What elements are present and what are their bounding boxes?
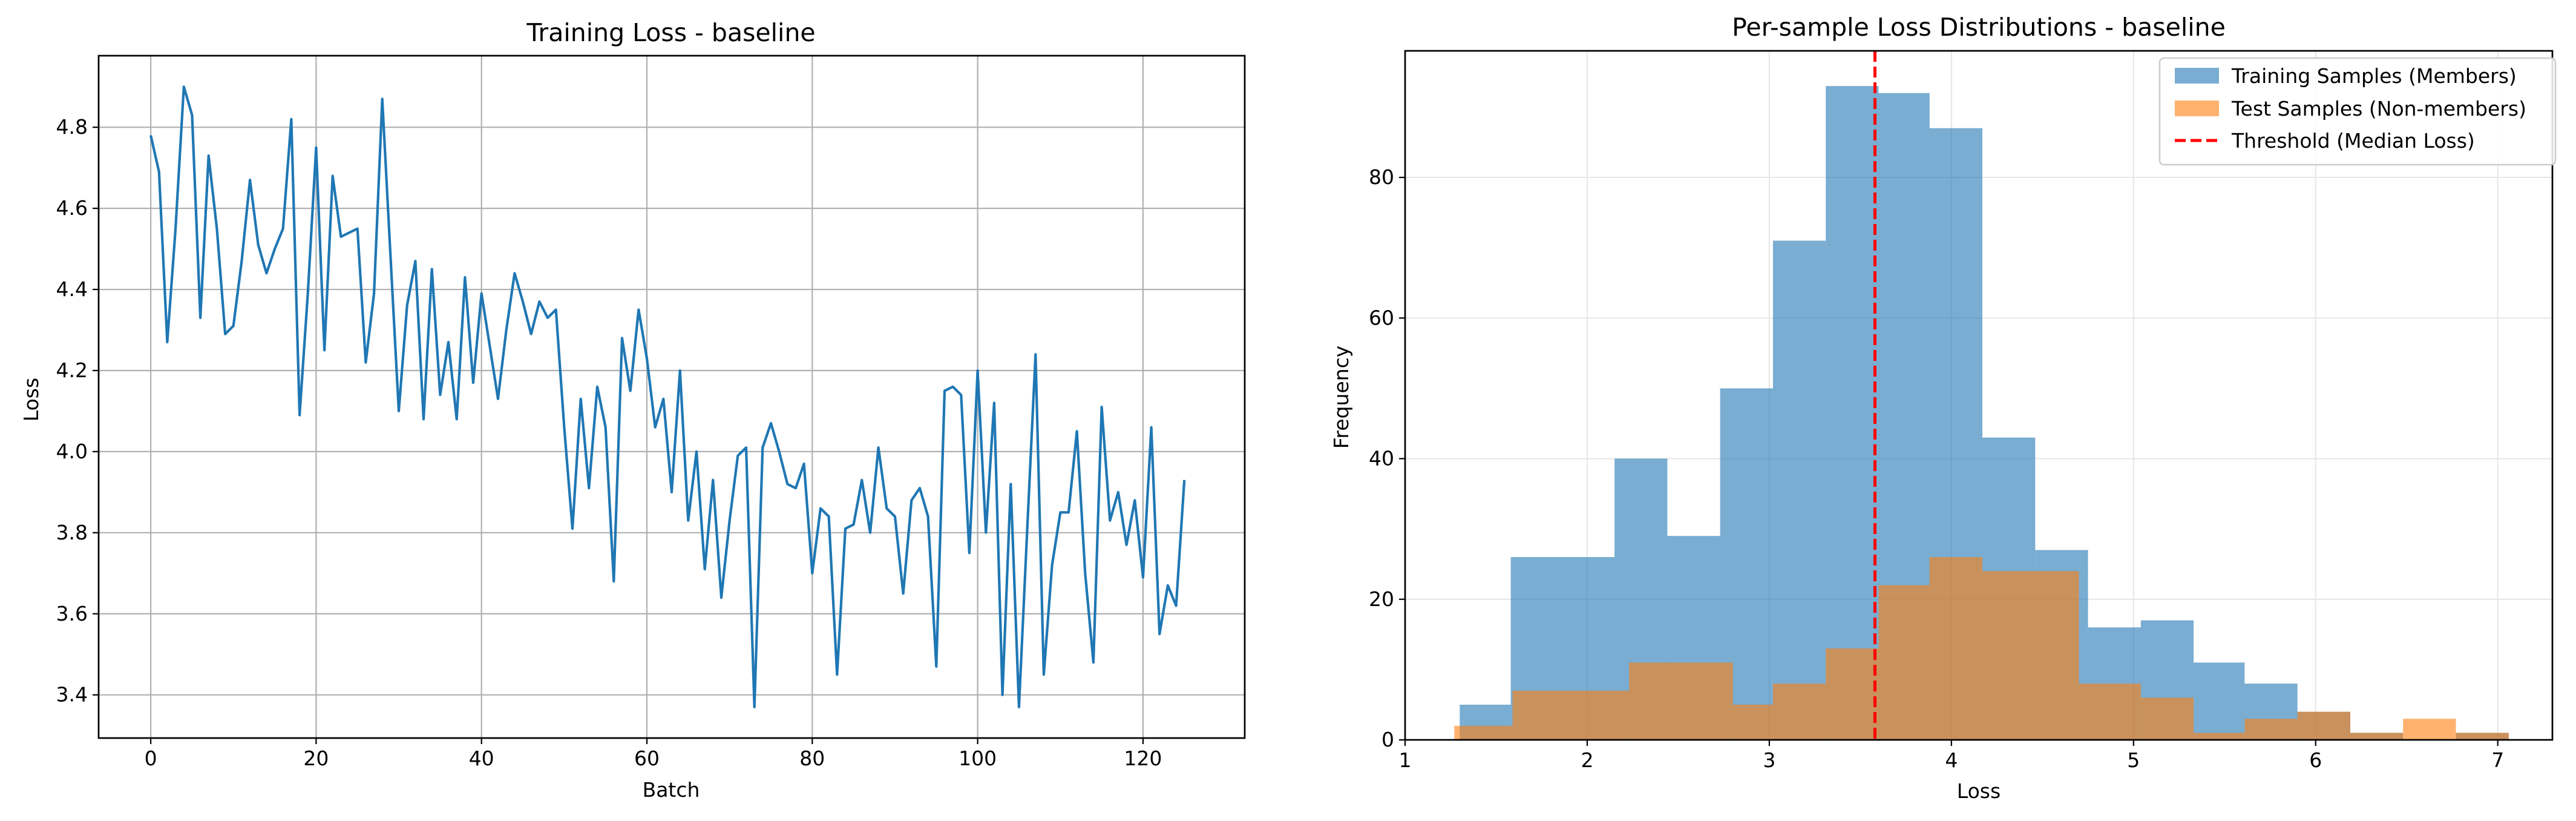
test-samples-bar	[1772, 684, 1826, 740]
training-loss-title: Training Loss - baseline	[526, 18, 815, 47]
training-loss-y-tick-label: 4.4	[56, 277, 88, 301]
training-loss-y-tick-label: 3.4	[56, 683, 88, 707]
training-loss-y-tick-label: 4.0	[56, 440, 88, 463]
loss-distribution-x-tick-label: 7	[2491, 748, 2504, 772]
test-samples-bar	[1512, 690, 1630, 740]
training-loss-x-tick-label: 20	[303, 747, 329, 770]
loss-distribution-x-axis-label: Loss	[1957, 779, 2001, 803]
legend-swatch-training	[2175, 68, 2219, 84]
legend-swatch-test	[2175, 101, 2219, 116]
test-samples-bar	[2350, 733, 2404, 740]
loss-distribution-x-tick-label: 4	[1945, 748, 1958, 772]
test-samples-bar	[1732, 704, 1773, 740]
training-loss-line	[149, 85, 1186, 708]
training-loss-y-tick-label: 4.6	[56, 196, 88, 220]
training-loss-grid	[99, 56, 1245, 738]
training-samples-bar	[2194, 662, 2245, 740]
training-loss-chart: 0 20 40 60 80 100 1203.43.63.84.04.24.44.64.8 …	[19, 18, 1246, 802]
test-samples-bar	[2456, 733, 2509, 740]
test-samples-bar	[2403, 719, 2456, 740]
test-samples-bar	[1929, 557, 1982, 740]
test-samples-bar	[2244, 719, 2298, 740]
test-samples-bar	[2297, 711, 2350, 740]
test-samples-bar	[2079, 684, 2141, 740]
training-loss-y-tick-label: 3.6	[56, 602, 88, 625]
training-loss-x-axis-label: Batch	[643, 778, 700, 802]
training-loss-plot-frame	[97, 54, 1246, 739]
loss-distribution-y-tick-label: 60	[1369, 306, 1394, 329]
legend-label-training: Training Samples (Members)	[2231, 64, 2517, 88]
training-samples-bar	[1772, 240, 1826, 740]
loss-distribution-x-tick-label: 1	[1399, 748, 1412, 772]
legend-label-threshold: Threshold (Median Loss)	[2231, 129, 2475, 153]
loss-distribution-y-tick-label: 40	[1369, 447, 1394, 470]
training-loss-x-tick-label: 100	[959, 747, 997, 770]
training-samples-bar	[1826, 86, 1879, 740]
loss-distribution-x-tick-label: 2	[1581, 748, 1593, 772]
loss-distribution-x-tick-label: 5	[2127, 748, 2140, 772]
training-loss-series	[149, 85, 1186, 708]
test-samples-bar	[1826, 648, 1879, 740]
training-loss-y-tick-label: 4.8	[56, 115, 88, 139]
test-samples-bar	[1878, 585, 1930, 740]
training-loss-x-tick-label: 60	[634, 747, 660, 770]
training-loss-x-tick-label: 120	[1124, 747, 1162, 770]
loss-distribution-x-tick-label: 6	[2309, 748, 2322, 772]
loss-distribution-x-tick-label: 3	[1763, 748, 1775, 772]
training-loss-x-tick-label: 0	[145, 747, 157, 770]
training-loss-y-axis-label: Loss	[19, 378, 43, 421]
test-samples-bar	[1629, 662, 1733, 740]
test-samples-bar	[1982, 571, 2079, 740]
test-samples-bar	[2194, 733, 2245, 740]
training-loss-y-tick-label: 4.2	[56, 358, 88, 382]
legend: Training Samples (Members) Test Samples …	[2158, 57, 2557, 166]
loss-distribution-y-tick-label: 20	[1369, 587, 1394, 611]
loss-distribution-y-axis-label: Frequency	[1329, 346, 1353, 449]
test-samples-bar	[1454, 725, 1513, 740]
loss-distribution-plot-frame	[1404, 50, 2554, 741]
loss-distribution-ticks: 1 2 3 4 5 6 7 0 20 40 60 80	[1369, 165, 2504, 772]
loss-distribution-bars	[1454, 86, 2509, 740]
training-loss-x-tick-label: 80	[799, 747, 825, 770]
legend-label-test: Test Samples (Non-members)	[2231, 97, 2526, 120]
training-loss-y-tick-label: 3.8	[56, 521, 88, 544]
loss-distribution-y-tick-label: 80	[1369, 165, 1394, 189]
test-samples-bar	[2140, 697, 2194, 740]
legend-box	[2158, 57, 2557, 166]
loss-distribution-title: Per-sample Loss Distributions - baseline	[1732, 13, 2226, 42]
training-loss-x-tick-label: 40	[469, 747, 494, 770]
training-loss-ticks: 0 20 40 60 80 100 120 3.4 3.6 3.8 4.0 4.2 4.4 4.6 4.8	[56, 115, 1162, 770]
loss-distribution-chart: 1 2 3 4 5 6 7 0 20 40 60 80 Per-sample Loss Distrib…	[1329, 13, 2557, 803]
loss-distribution-y-tick-label: 0	[1381, 728, 1394, 751]
